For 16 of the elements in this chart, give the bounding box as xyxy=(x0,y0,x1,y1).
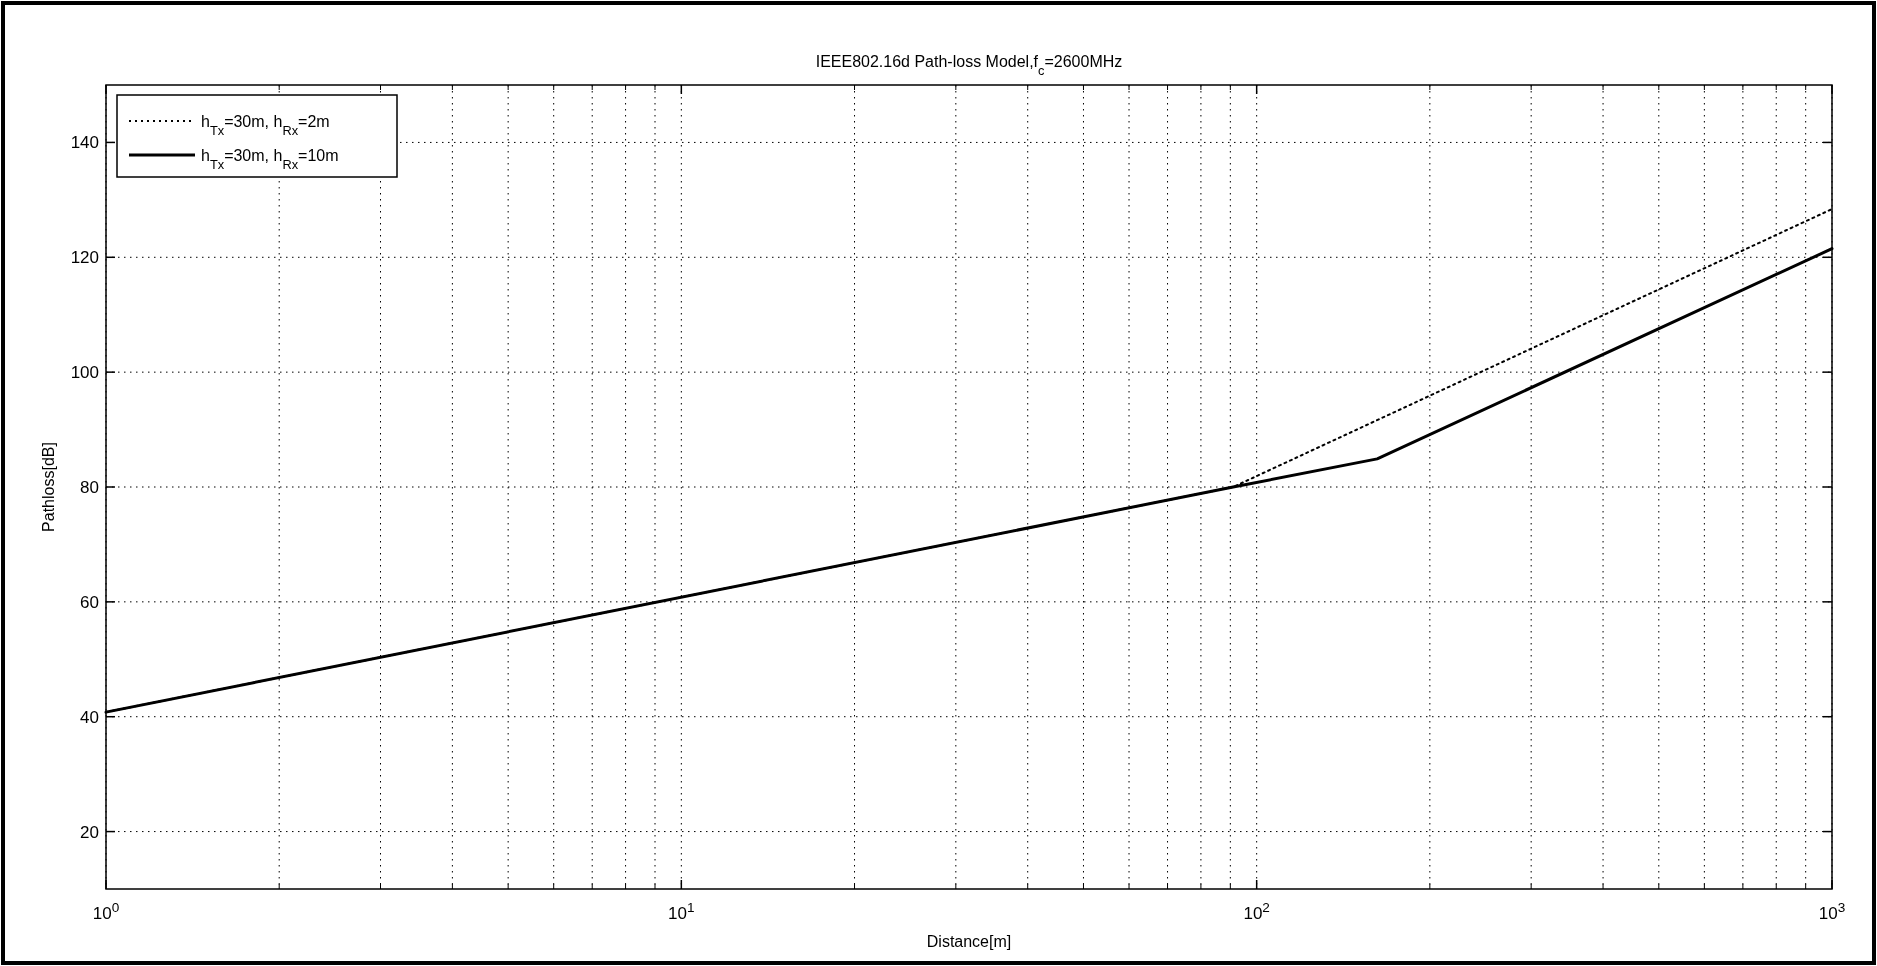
y-tick-label: 100 xyxy=(70,363,99,383)
x-tick-label: 10$^{2}$ xyxy=(1243,899,1270,923)
y-tick-label: 20 xyxy=(80,822,99,842)
legend-label: h$_{Tx}$=30m, h$_{Rx}$=2m xyxy=(201,113,330,138)
legend-label: h$_{Tx}$=30m, h$_{Rx}$=10m xyxy=(201,147,339,172)
x-axis-title: Distance[m] xyxy=(926,933,1012,950)
x-tick-label: 10$^{1}$ xyxy=(668,899,695,923)
y-tick-label: 80 xyxy=(80,478,99,497)
y-tick-label: 60 xyxy=(80,592,99,612)
y-tick-label: 140 xyxy=(70,133,99,153)
chart-title: IEEE802.16d Path-loss Model,f$_{c}$=2600MHz xyxy=(815,53,1123,78)
y-axis-title: Pathloss[dB] xyxy=(40,442,57,532)
x-tick-label: 10$^{3}$ xyxy=(1818,899,1846,923)
y-tick-label: 40 xyxy=(80,707,99,727)
x-tick-label: 10$^{0}$ xyxy=(92,899,120,923)
y-tick-label: 120 xyxy=(70,248,99,268)
